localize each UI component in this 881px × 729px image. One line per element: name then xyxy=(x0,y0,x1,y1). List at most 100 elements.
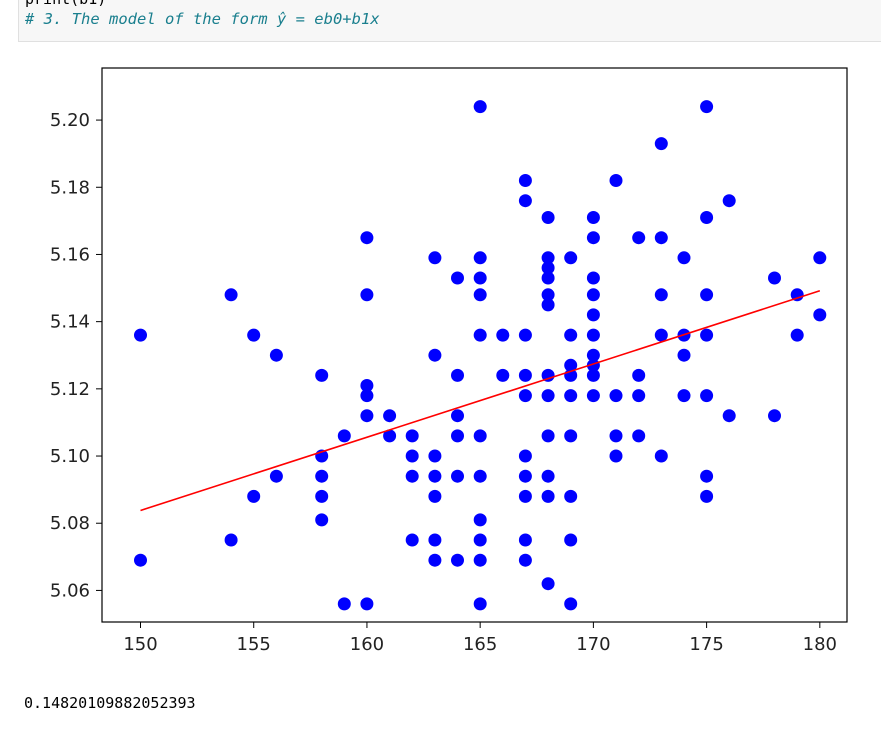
data-point xyxy=(564,389,578,403)
data-point xyxy=(609,429,623,443)
data-point xyxy=(700,489,714,503)
code-cell[interactable]: print(b1) # 3. The model of the form ŷ =… xyxy=(18,0,881,42)
data-point xyxy=(473,328,487,342)
data-point xyxy=(768,409,781,423)
data-point xyxy=(632,389,646,403)
data-point xyxy=(428,533,442,547)
scatter-plot: 150 155 160 165 170 175 180 5.065.085.105.125.… xyxy=(50,67,848,655)
x-tick-label: 165 xyxy=(463,634,497,655)
data-point xyxy=(586,358,600,372)
data-point xyxy=(790,288,804,302)
data-point xyxy=(677,348,691,362)
data-point xyxy=(451,429,464,443)
data-point xyxy=(722,194,736,208)
data-point xyxy=(518,389,532,403)
data-point xyxy=(315,513,329,527)
data-point xyxy=(790,328,804,342)
data-point xyxy=(700,469,714,483)
data-point xyxy=(451,271,464,285)
data-point xyxy=(541,489,555,503)
data-point xyxy=(700,100,714,114)
x-tick-label: 180 xyxy=(803,634,837,655)
data-point xyxy=(360,389,374,403)
data-point xyxy=(768,271,781,285)
data-point xyxy=(473,533,487,547)
data-point xyxy=(609,174,623,187)
data-point xyxy=(360,288,374,302)
data-point xyxy=(473,271,487,285)
data-points xyxy=(134,100,827,611)
x-tick-label: 155 xyxy=(237,634,271,655)
data-point xyxy=(564,251,578,265)
data-point xyxy=(224,288,238,302)
data-point xyxy=(632,429,646,443)
data-point xyxy=(609,389,623,403)
data-point xyxy=(541,469,555,483)
data-point xyxy=(677,389,691,403)
data-point xyxy=(315,469,329,483)
data-point xyxy=(541,577,555,591)
data-point xyxy=(518,328,532,342)
data-point xyxy=(586,288,600,302)
y-tick-label: 5.14 xyxy=(50,312,90,333)
data-point xyxy=(586,308,600,322)
data-point xyxy=(564,597,578,611)
data-point xyxy=(360,379,374,392)
data-point xyxy=(360,231,374,245)
data-point xyxy=(518,174,532,187)
data-point xyxy=(654,449,668,463)
data-point xyxy=(632,368,646,382)
data-point xyxy=(428,489,442,503)
y-tick-label: 5.20 xyxy=(50,110,90,131)
data-point xyxy=(428,251,442,265)
previous-code-line: print(b1) xyxy=(25,0,106,8)
data-point xyxy=(473,251,487,265)
data-point xyxy=(700,328,714,342)
data-point xyxy=(337,597,351,611)
data-point xyxy=(405,449,419,463)
data-point xyxy=(586,328,600,342)
data-point xyxy=(541,429,555,443)
y-tick-label: 5.10 xyxy=(50,446,90,467)
data-point xyxy=(654,288,668,302)
data-point xyxy=(247,328,261,342)
x-tick-label: 170 xyxy=(576,634,610,655)
data-point xyxy=(609,449,623,463)
data-point xyxy=(541,261,555,275)
regression-line-layer xyxy=(140,289,821,512)
data-point xyxy=(700,288,714,302)
data-point xyxy=(134,328,147,342)
data-point xyxy=(654,231,668,245)
data-point xyxy=(337,429,351,443)
data-point xyxy=(518,368,532,382)
data-point xyxy=(586,211,600,224)
data-point xyxy=(586,271,600,285)
data-point xyxy=(405,533,419,547)
data-point xyxy=(405,469,419,483)
x-tick-label: 160 xyxy=(350,634,384,655)
y-tick-label: 5.18 xyxy=(50,177,90,198)
data-point xyxy=(224,533,238,547)
code-comment: # 3. The model of the form ŷ = eb0+b1x xyxy=(25,10,380,28)
data-point xyxy=(632,231,646,245)
data-point xyxy=(383,409,397,423)
data-point xyxy=(451,409,464,423)
data-point xyxy=(541,251,555,265)
data-point xyxy=(541,389,555,403)
data-point xyxy=(564,429,578,443)
regression-line xyxy=(140,289,821,512)
data-point xyxy=(564,358,578,372)
data-point xyxy=(541,288,555,302)
data-point xyxy=(518,469,532,483)
data-point xyxy=(700,389,714,403)
y-tick-label: 5.06 xyxy=(50,580,90,601)
data-point xyxy=(247,489,261,503)
data-point xyxy=(269,469,283,483)
data-point xyxy=(541,368,555,382)
data-point xyxy=(813,251,827,265)
data-point xyxy=(722,409,736,423)
y-tick-label: 5.12 xyxy=(50,379,90,400)
data-point xyxy=(518,449,532,463)
data-point xyxy=(428,469,442,483)
data-point xyxy=(496,368,510,382)
